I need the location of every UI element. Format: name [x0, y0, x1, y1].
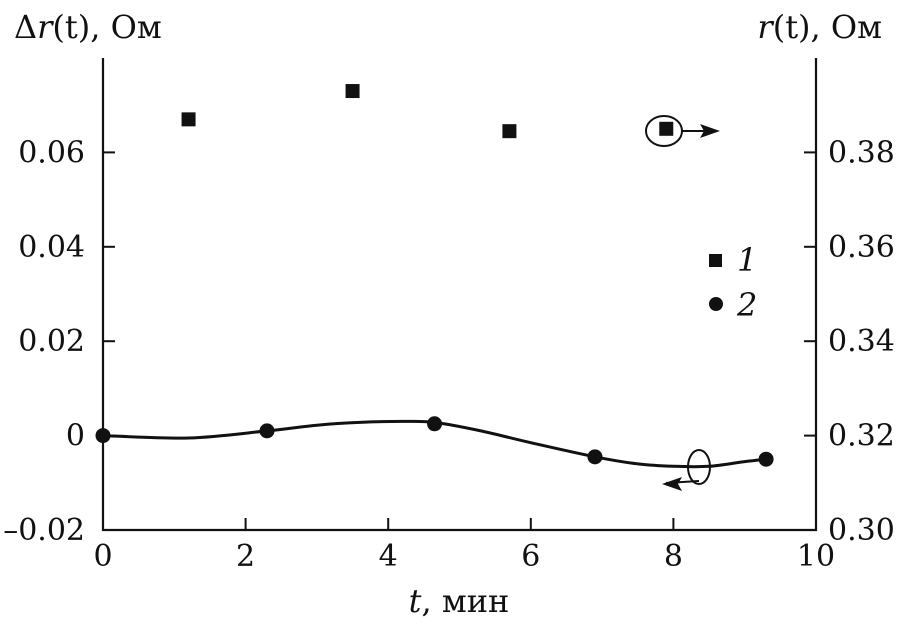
x-tick-label: 0 — [93, 539, 112, 574]
left-y-tick-label: –0.02 — [3, 513, 85, 548]
x-ticks: 0 2 4 6 8 10 — [93, 518, 835, 574]
series-1-point — [502, 124, 517, 139]
x-axis-title: t, мин — [409, 582, 510, 620]
x-tick-label: 2 — [236, 539, 255, 574]
series-1-point — [345, 84, 360, 99]
left-y-tick-label: 0.06 — [18, 135, 85, 170]
legend-label-1: 1 — [737, 241, 757, 279]
series-2-left-axis-indicator — [662, 449, 711, 491]
x-tick-label: 10 — [797, 539, 835, 574]
x-tick-label: 4 — [379, 539, 398, 574]
right-y-tick-label: 0.34 — [828, 324, 895, 359]
left-y-ticks: –0.02 0 0.02 0.04 0.06 — [3, 135, 115, 548]
right-y-ticks: 0.30 0.32 0.34 0.36 0.38 — [804, 135, 895, 548]
x-tick-label: 6 — [521, 539, 540, 574]
right-y-tick-label: 0.38 — [828, 135, 895, 170]
legend-circle-marker — [709, 297, 723, 311]
left-y-tick-label: 0.02 — [18, 324, 85, 359]
right-axis-title: r(t), Ом — [757, 8, 882, 46]
right-y-tick-label: 0.30 — [828, 513, 895, 548]
series-1-right-axis-indicator — [645, 115, 720, 147]
right-y-tick-label: 0.32 — [828, 419, 895, 454]
series-2-point — [259, 423, 275, 439]
series-2-point — [427, 416, 443, 432]
right-y-tick-label: 0.36 — [828, 230, 895, 265]
x-tick-label: 8 — [664, 539, 683, 574]
legend-square-marker — [709, 254, 722, 267]
left-axis-title: Δr(t), Ом — [14, 8, 162, 46]
series-2-point — [758, 451, 774, 467]
left-y-tick-label: 0.04 — [18, 230, 85, 265]
series-2-point — [95, 428, 111, 444]
series-1-markers — [181, 84, 674, 139]
series-2-point — [587, 449, 603, 465]
series-2-markers — [95, 416, 774, 467]
left-y-tick-label: 0 — [66, 419, 85, 454]
series-1-point — [659, 121, 674, 136]
legend: 1 2 — [709, 241, 757, 324]
series-1-point — [181, 112, 196, 127]
legend-label-2: 2 — [736, 286, 757, 324]
plot-frame — [101, 58, 818, 532]
